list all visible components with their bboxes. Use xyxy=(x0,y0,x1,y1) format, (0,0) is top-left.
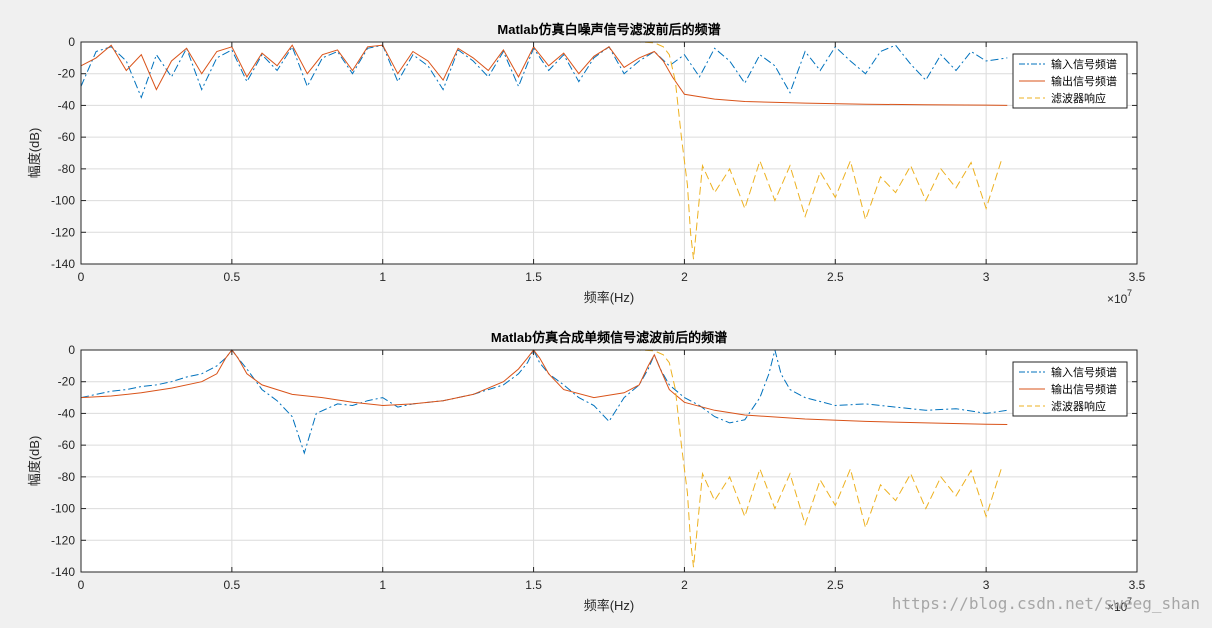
y-tick-label: -20 xyxy=(58,375,76,389)
y-axis-label: 幅度(dB) xyxy=(27,128,42,179)
y-tick-label: 0 xyxy=(68,35,75,49)
legend-entry: 滤波器响应 xyxy=(1051,91,1106,105)
y-tick-label: -100 xyxy=(51,502,75,516)
x-exponent-superscript: 7 xyxy=(1127,288,1132,298)
x-tick-label: 3.5 xyxy=(1129,270,1146,284)
y-tick-label: -140 xyxy=(51,565,75,579)
y-tick-label: -80 xyxy=(58,162,76,176)
y-tick-label: -60 xyxy=(58,438,76,452)
plot-area xyxy=(81,350,1137,572)
x-tick-label: 2.5 xyxy=(827,270,844,284)
x-tick-label: 0 xyxy=(78,270,85,284)
y-tick-label: -60 xyxy=(58,130,76,144)
x-tick-label: 0.5 xyxy=(224,270,241,284)
legend-entry: 输入信号频谱 xyxy=(1051,365,1117,379)
y-tick-label: -40 xyxy=(58,406,76,420)
y-tick-label: -40 xyxy=(58,98,76,112)
y-tick-label: -20 xyxy=(58,67,76,81)
x-axis-label: 频率(Hz) xyxy=(584,290,635,305)
x-tick-label: 3.5 xyxy=(1129,578,1146,592)
x-tick-label: 1 xyxy=(379,578,386,592)
y-tick-label: 0 xyxy=(68,343,75,357)
legend-entry: 滤波器响应 xyxy=(1051,399,1106,413)
y-axis-label: 幅度(dB) xyxy=(27,436,42,487)
y-tick-label: -120 xyxy=(51,533,75,547)
y-tick-label: -80 xyxy=(58,470,76,484)
x-tick-label: 2 xyxy=(681,270,688,284)
x-tick-label: 1 xyxy=(379,270,386,284)
axes-2: 0 0.5 1 1.5 2 2.5 3 3.5 0 -20 -40 -60 -80 -100 -120 -14… xyxy=(27,330,1146,614)
x-tick-label: 2.5 xyxy=(827,578,844,592)
x-exponent-label: ×10 xyxy=(1107,292,1128,306)
plot-area xyxy=(81,42,1137,264)
chart-title: Matlab仿真白噪声信号滤波前后的频谱 xyxy=(497,22,720,37)
legend-entry: 输出信号频谱 xyxy=(1051,74,1117,88)
x-tick-label: 0.5 xyxy=(224,578,241,592)
axes-1: 0 0.5 1 1.5 2 2.5 3 3.5 0 -20 -40 -60 -80 -100 -120 -14… xyxy=(27,22,1146,306)
x-tick-label: 3 xyxy=(983,270,990,284)
x-tick-label: 3 xyxy=(983,578,990,592)
y-tick-label: -120 xyxy=(51,225,75,239)
x-tick-label: 2 xyxy=(681,578,688,592)
chart-title: Matlab仿真合成单频信号滤波前后的频谱 xyxy=(491,330,727,345)
x-axis-label: 频率(Hz) xyxy=(584,598,635,613)
y-tick-label: -140 xyxy=(51,257,75,271)
y-tick-label: -100 xyxy=(51,194,75,208)
watermark: https://blog.csdn.net/sweeg_shan xyxy=(892,594,1200,613)
legend-entry: 输入信号频谱 xyxy=(1051,57,1117,71)
x-tick-label: 0 xyxy=(78,578,85,592)
x-tick-label: 1.5 xyxy=(525,578,542,592)
x-tick-label: 1.5 xyxy=(525,270,542,284)
legend-entry: 输出信号频谱 xyxy=(1051,382,1117,396)
